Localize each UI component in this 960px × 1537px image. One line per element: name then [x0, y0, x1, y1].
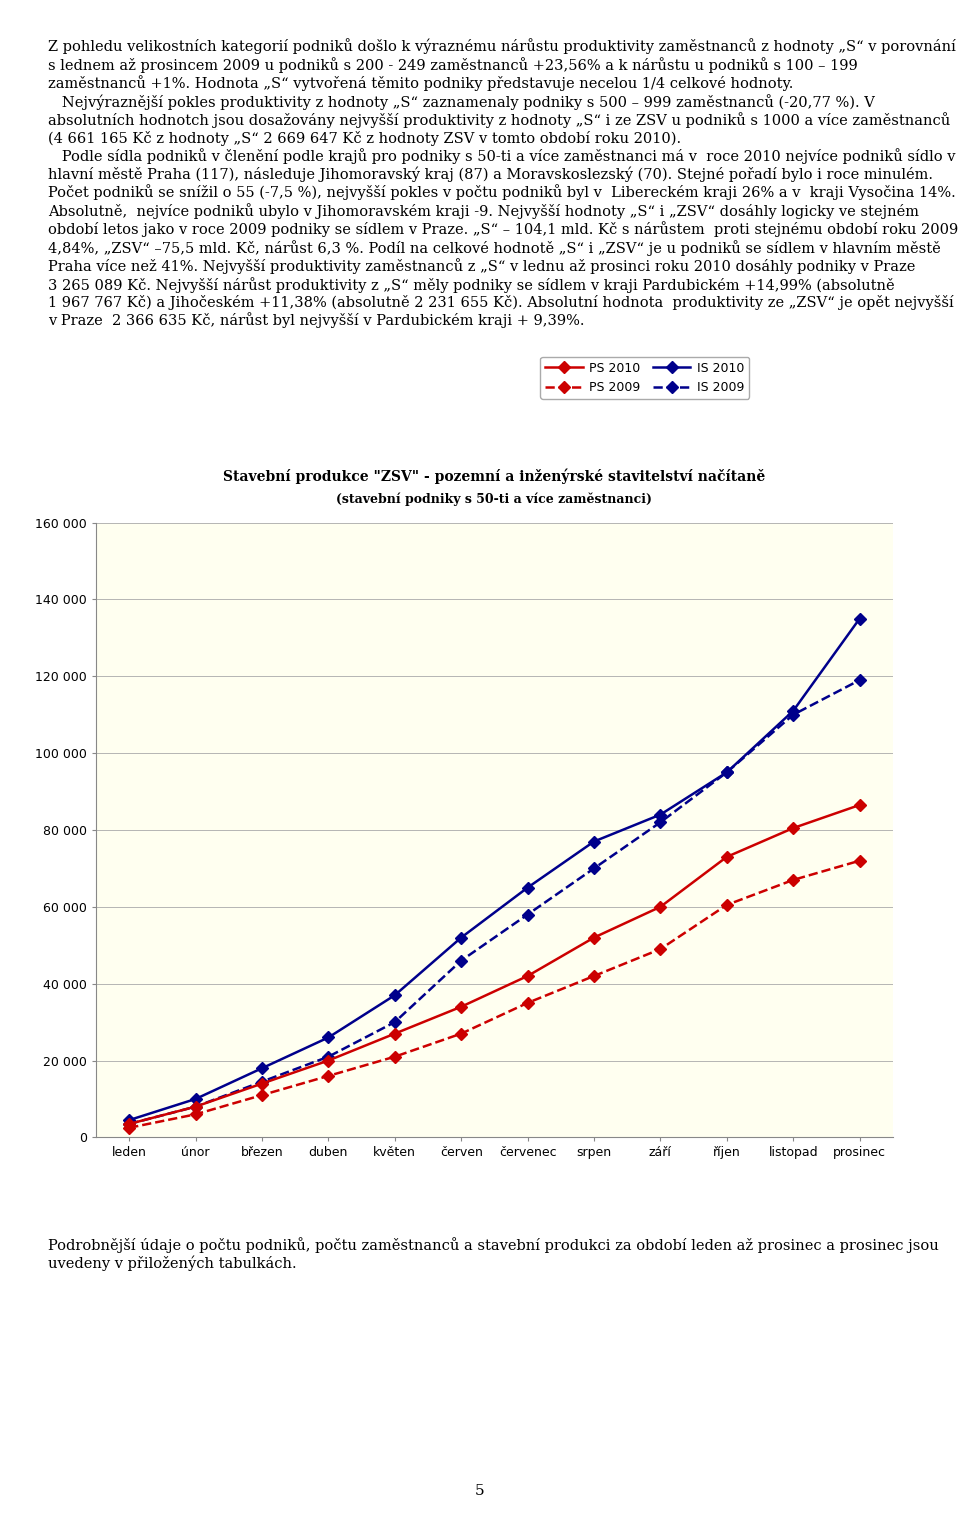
PS 2009 — [655, 939, 666, 959]
IS 2010 — [455, 928, 467, 947]
PS 2010 — [190, 1097, 202, 1116]
IS 2009 — [124, 1114, 135, 1133]
Line: PS 2009: PS 2009 — [125, 856, 864, 1131]
IS 2010 — [124, 1111, 135, 1130]
PS 2010 — [655, 898, 666, 916]
IS 2009 — [190, 1097, 202, 1116]
IS 2010 — [721, 762, 732, 781]
Text: Podrobnější údaje o počtu podniků, počtu zaměstnanců a stavební produkci za obdo: Podrobnější údaje o počtu podniků, počtu… — [48, 1237, 939, 1271]
Text: Stavební produkce "ZSV" - pozemní a inženýrské stavitelství načítaně: Stavební produkce "ZSV" - pozemní a inže… — [224, 469, 765, 484]
IS 2010 — [522, 878, 534, 896]
IS 2009 — [323, 1048, 334, 1067]
Line: IS 2010: IS 2010 — [125, 615, 864, 1124]
PS 2009 — [787, 870, 799, 888]
PS 2010 — [853, 796, 865, 815]
PS 2010 — [787, 819, 799, 838]
IS 2009 — [522, 905, 534, 924]
PS 2009 — [323, 1067, 334, 1085]
PS 2010 — [256, 1074, 268, 1093]
Line: PS 2010: PS 2010 — [125, 801, 864, 1128]
PS 2010 — [588, 928, 600, 947]
PS 2010 — [522, 967, 534, 985]
IS 2009 — [721, 762, 732, 781]
IS 2010 — [655, 805, 666, 824]
IS 2009 — [256, 1073, 268, 1091]
IS 2010 — [323, 1028, 334, 1047]
PS 2010 — [455, 998, 467, 1016]
IS 2010 — [787, 701, 799, 719]
PS 2009 — [124, 1119, 135, 1137]
IS 2009 — [455, 951, 467, 970]
Text: (stavební podniky s 50-ti a více zaměstnanci): (stavební podniky s 50-ti a více zaměstn… — [336, 493, 653, 506]
IS 2009 — [588, 859, 600, 878]
PS 2009 — [522, 993, 534, 1011]
PS 2009 — [853, 851, 865, 870]
PS 2010 — [721, 847, 732, 865]
PS 2009 — [721, 896, 732, 915]
PS 2010 — [389, 1024, 400, 1042]
IS 2010 — [256, 1059, 268, 1077]
PS 2010 — [323, 1051, 334, 1070]
Text: 5: 5 — [475, 1483, 485, 1499]
Text: Z pohledu velikostních kategorií podniků došlo k výraznému nárůstu produktivity : Z pohledu velikostních kategorií podniků… — [48, 38, 958, 329]
IS 2009 — [853, 670, 865, 689]
IS 2010 — [853, 609, 865, 627]
IS 2010 — [389, 987, 400, 1005]
PS 2009 — [588, 967, 600, 985]
PS 2009 — [389, 1048, 400, 1067]
PS 2009 — [455, 1024, 467, 1042]
PS 2009 — [190, 1105, 202, 1124]
PS 2010 — [124, 1114, 135, 1133]
IS 2010 — [588, 832, 600, 850]
IS 2010 — [190, 1090, 202, 1108]
Line: IS 2009: IS 2009 — [125, 676, 864, 1128]
IS 2009 — [655, 813, 666, 832]
IS 2009 — [787, 705, 799, 724]
Legend: PS 2010, PS 2009, IS 2010, IS 2009: PS 2010, PS 2009, IS 2010, IS 2009 — [540, 357, 749, 400]
IS 2009 — [389, 1013, 400, 1031]
PS 2009 — [256, 1085, 268, 1104]
